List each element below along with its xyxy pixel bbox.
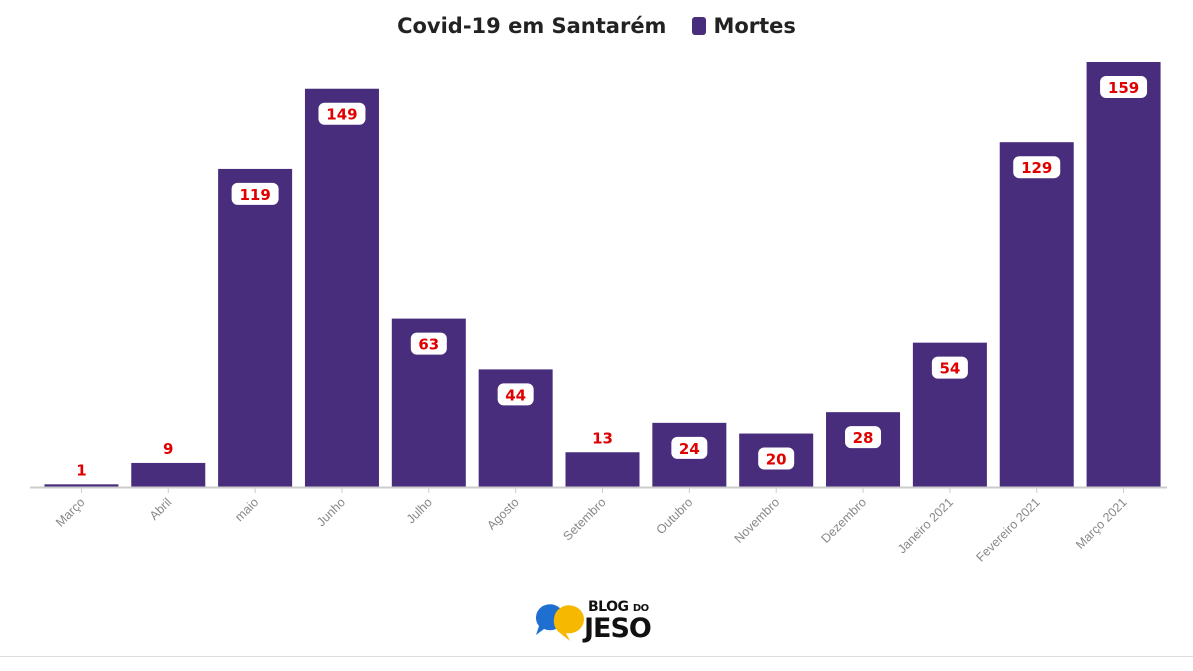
data-label-bubble — [497, 383, 534, 406]
data-label-bubble — [671, 436, 708, 459]
bar — [131, 462, 206, 487]
data-label: 149 — [326, 106, 357, 124]
data-label-bubble — [1013, 156, 1061, 179]
x-tick-label: Fevereiro 2021 — [974, 495, 1043, 564]
data-label-bubble — [231, 182, 279, 205]
logo-text-top: BLOG DO — [588, 599, 649, 615]
bar — [1086, 62, 1161, 487]
x-tick-label: Dezembro — [818, 495, 869, 546]
data-label: 54 — [939, 360, 960, 378]
bar-chart: 1 Março 9 Abril 119 maio 149 Junho 63 Julho 44 Agos… — [30, 62, 1167, 565]
data-label: 119 — [239, 186, 270, 204]
data-label: 9 — [163, 440, 173, 458]
x-tick-label: Março 2021 — [1073, 495, 1130, 552]
x-tick-label: Setembro — [560, 495, 608, 543]
bar — [304, 88, 379, 488]
data-label-bubble — [318, 102, 366, 125]
data-label-bubble — [931, 356, 968, 379]
bar — [44, 484, 119, 487]
data-label-bubble — [1100, 76, 1148, 98]
x-tick-label: Junho — [314, 495, 348, 529]
data-label: 1 — [76, 461, 86, 479]
data-label: 44 — [505, 386, 526, 404]
bar — [999, 142, 1074, 488]
chart-title: Covid-19 em Santarém — [397, 14, 667, 38]
legend: Mortes — [692, 14, 796, 38]
data-label: 28 — [853, 429, 874, 447]
x-tick-label: Outubro — [654, 495, 696, 537]
x-tick-label: Abril — [147, 495, 175, 523]
data-label: 24 — [679, 440, 700, 458]
x-tick-label: maio — [232, 495, 261, 524]
footer-divider — [0, 656, 1193, 657]
speech-bubbles-icon — [535, 604, 584, 641]
x-tick-label: Agosto — [484, 495, 521, 532]
data-label: 63 — [418, 336, 439, 354]
legend-label: Mortes — [713, 14, 796, 38]
bar — [565, 452, 640, 487]
legend-swatch — [692, 17, 707, 35]
x-tick-label: Julho — [404, 495, 435, 526]
data-label-bubble — [410, 332, 447, 355]
data-label: 13 — [592, 429, 613, 447]
data-label-bubble — [758, 447, 795, 470]
chart-header: Covid-19 em Santarém Mortes — [0, 10, 1193, 42]
x-tick-label: Março — [53, 495, 87, 529]
blog-logo: BLOG DO JESO — [532, 597, 662, 645]
logo-text-bottom: JESO — [584, 613, 652, 644]
bar — [826, 412, 901, 487]
data-label: 20 — [766, 451, 787, 469]
data-label: 129 — [1021, 159, 1052, 177]
x-tick-label: Novembro — [732, 495, 783, 546]
x-tick-label: Janeiro 2021 — [895, 495, 956, 556]
data-label-bubble — [845, 426, 882, 449]
bar — [218, 168, 293, 487]
data-label: 159 — [1108, 79, 1139, 97]
